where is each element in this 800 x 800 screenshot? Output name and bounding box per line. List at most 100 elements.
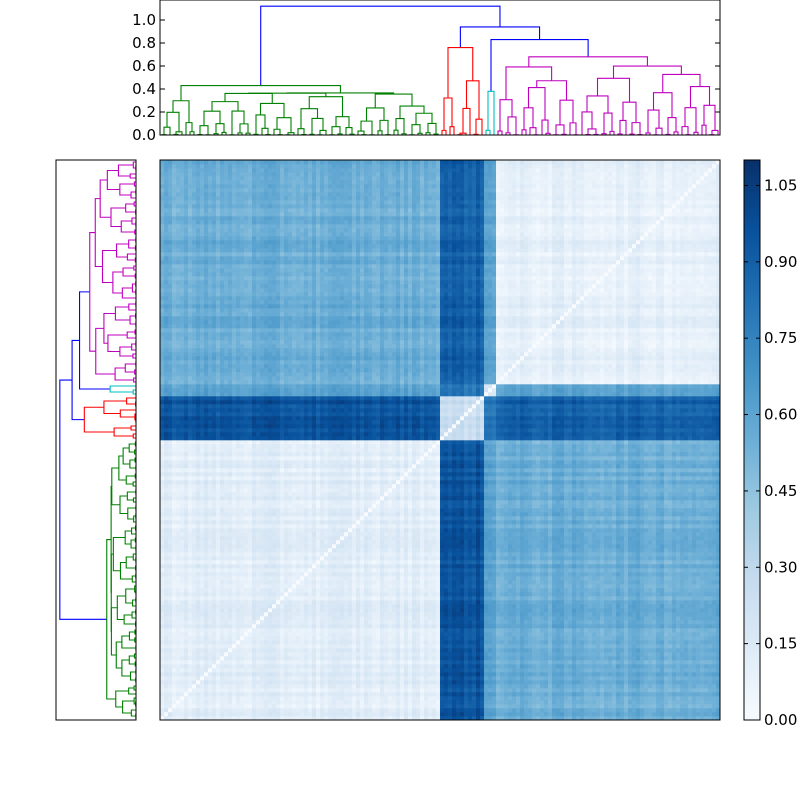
heatmap-cell	[480, 628, 485, 633]
heatmap-cell	[300, 660, 305, 665]
heatmap-cell	[404, 656, 409, 661]
heatmap-cell	[444, 668, 449, 673]
heatmap-cell	[388, 660, 393, 665]
heatmap-cell	[560, 656, 565, 661]
heatmap-cell	[632, 692, 637, 697]
left-dendrogram-link-171	[132, 599, 136, 607]
heatmap-cell	[620, 632, 625, 637]
heatmap-cell	[328, 620, 333, 625]
heatmap-cell	[628, 664, 633, 669]
heatmap-cell	[544, 604, 549, 609]
heatmap-cell	[196, 716, 201, 721]
heatmap-cell	[648, 604, 653, 609]
heatmap-cell	[180, 692, 185, 697]
left-dendrogram-link-226	[133, 377, 136, 383]
heatmap-cell	[332, 700, 337, 705]
heatmap-cell	[428, 632, 433, 637]
heatmap-cell	[420, 644, 425, 649]
heatmap-cell	[356, 696, 361, 701]
heatmap-cell	[328, 696, 333, 701]
heatmap-cell	[700, 620, 705, 625]
heatmap-cell	[616, 616, 621, 621]
heatmap-cell	[376, 608, 381, 613]
heatmap-cell	[656, 672, 661, 677]
heatmap-cell	[164, 708, 169, 713]
heatmap-cell	[228, 672, 233, 677]
heatmap-cell	[544, 640, 549, 645]
heatmap-cell	[304, 636, 309, 641]
heatmap-cell	[484, 632, 489, 637]
heatmap-cell	[224, 620, 229, 625]
heatmap-cell	[668, 652, 673, 657]
heatmap-cell	[208, 688, 213, 693]
heatmap-cell	[428, 616, 433, 621]
heatmap-cell	[560, 628, 565, 633]
heatmap-cell	[708, 636, 713, 641]
heatmap-cell	[212, 620, 217, 625]
heatmap-cell	[452, 664, 457, 669]
heatmap-cell	[588, 592, 593, 597]
heatmap-cell	[412, 640, 417, 645]
heatmap-cell	[436, 704, 441, 709]
heatmap-cell	[296, 588, 301, 593]
heatmap-cell	[228, 660, 233, 665]
top-dendrogram-link-73	[441, 129, 447, 135]
heatmap-cell	[560, 616, 565, 621]
heatmap-cell	[240, 648, 245, 653]
heatmap-cell	[628, 632, 633, 637]
heatmap-cell	[280, 652, 285, 657]
heatmap-cell	[568, 696, 573, 701]
heatmap-cell	[468, 612, 473, 617]
top-dendrogram-link-32	[273, 128, 281, 135]
heatmap-cell	[296, 584, 301, 589]
heatmap-cell	[420, 584, 425, 589]
heatmap-cell	[232, 612, 237, 617]
heatmap-cell	[684, 640, 689, 645]
heatmap-cell	[356, 648, 361, 653]
heatmap-cell	[644, 588, 649, 593]
heatmap-cell	[708, 692, 713, 697]
heatmap-cell	[300, 700, 305, 705]
top-dendrogram-link-89	[505, 132, 511, 135]
heatmap-cell	[480, 680, 485, 685]
heatmap-cell	[612, 700, 617, 705]
heatmap-cell	[696, 688, 701, 693]
heatmap-cell	[252, 608, 257, 613]
heatmap-cell	[552, 700, 557, 705]
heatmap-cell	[600, 588, 605, 593]
heatmap-cell	[448, 704, 453, 709]
heatmap-cell	[480, 688, 485, 693]
heatmap-cell	[400, 628, 405, 633]
heatmap-cell	[668, 716, 673, 721]
heatmap-cell	[208, 640, 213, 645]
heatmap-cell	[172, 604, 177, 609]
heatmap-cell	[672, 612, 677, 617]
heatmap-cell	[592, 668, 597, 673]
heatmap-cell	[564, 660, 569, 665]
heatmap-cell	[556, 700, 561, 705]
heatmap-cell	[404, 632, 409, 637]
heatmap-cell	[304, 688, 309, 693]
left-dendrogram-link-263	[134, 229, 136, 235]
heatmap-cell	[200, 692, 205, 697]
heatmap-cell	[248, 624, 253, 629]
heatmap-cell	[484, 600, 489, 605]
heatmap-cell	[668, 688, 673, 693]
heatmap-cell	[532, 596, 537, 601]
heatmap-cell	[716, 696, 721, 701]
heatmap-cell	[336, 680, 341, 685]
heatmap-cell	[412, 648, 417, 653]
heatmap-cell	[472, 620, 477, 625]
heatmap-cell	[564, 640, 569, 645]
heatmap-cell	[576, 600, 581, 605]
heatmap-cell	[456, 592, 461, 597]
heatmap-cell	[192, 712, 197, 717]
heatmap-cell	[556, 696, 561, 701]
heatmap-cell	[660, 616, 665, 621]
heatmap-cell	[392, 620, 397, 625]
heatmap-cell	[316, 596, 321, 601]
heatmap-cell	[352, 704, 357, 709]
heatmap-cell	[180, 676, 185, 681]
heatmap-cell	[468, 680, 473, 685]
heatmap-cell	[600, 620, 605, 625]
